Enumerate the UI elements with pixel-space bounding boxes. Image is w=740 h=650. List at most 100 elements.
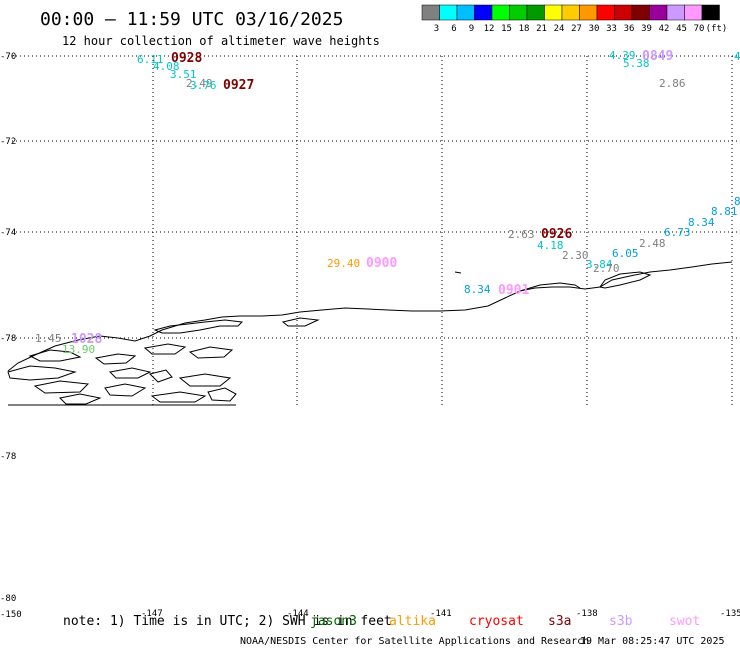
swh-label: 2.48	[639, 237, 666, 250]
ice-shelf-edge	[599, 271, 652, 289]
lon-label: -150	[0, 610, 22, 620]
ice-shelf-edge	[519, 282, 581, 292]
pass-time-labels: 0928 0927 0849 0926 0900 0901 1028	[71, 49, 673, 347]
wave-height-legend: 3 6 9 12 15 18 21 24 27 30 33 36 39 42 45 70 (ft)	[421, 4, 728, 34]
swh-label: 2.70	[593, 262, 620, 275]
legend-tick-label: 45	[676, 24, 687, 34]
legend-swatch	[456, 4, 475, 21]
lon-label: -138	[576, 609, 598, 619]
swh-label: 4.18	[537, 239, 564, 252]
footer-note: note: 1) Time is in UTC; 2) SWH is in fe…	[63, 614, 392, 629]
wave-height-labels: 6.11 4.08 3.51 2.49 3.76 4.39 5.38 4 2.8…	[35, 49, 740, 356]
island	[178, 373, 232, 387]
legend-tick-label: 33	[606, 24, 617, 34]
island	[33, 380, 90, 394]
legend-tick-label: 39	[641, 24, 652, 34]
legend-tick-label: 21	[536, 24, 547, 34]
map-subtitle: 12 hour collection of altimeter wave hei…	[62, 34, 380, 48]
satellite-jason3: jason3	[310, 614, 357, 629]
legend-tick-label: 3	[434, 24, 439, 34]
legend-swatch	[701, 4, 720, 21]
legend-swatch	[474, 4, 493, 21]
island	[143, 343, 187, 355]
swh-label: 6.05	[612, 247, 639, 260]
swh-label: 6.73	[664, 226, 691, 239]
legend-swatch	[631, 4, 650, 21]
swh-label: 2.63	[508, 228, 535, 241]
swh-label: 4	[734, 50, 740, 63]
legend-swatch	[684, 4, 703, 21]
swh-label: 2.30	[562, 249, 589, 262]
footer-timestamp: 19 Mar 08:25:47 UTC 2025	[580, 636, 725, 647]
legend-swatch	[649, 4, 668, 21]
swh-label: 4.39	[609, 49, 636, 62]
island	[108, 367, 152, 379]
legend-swatch	[491, 4, 510, 21]
swh-label: 2.86	[659, 77, 686, 90]
satellite-swot: swot	[669, 614, 700, 629]
swh-label: 8	[734, 195, 740, 208]
legend-swatch	[526, 4, 545, 21]
island	[7, 365, 77, 381]
legend-swatch	[596, 4, 615, 21]
island	[28, 349, 82, 362]
legend-swatch	[544, 4, 563, 21]
satellite-altika: altika	[389, 614, 436, 629]
legend-swatch	[666, 4, 685, 21]
legend-swatch	[439, 4, 458, 21]
lat-label: -72	[0, 137, 16, 147]
swh-label: 8.34	[688, 216, 715, 229]
pass-time-label: 1028	[71, 332, 102, 347]
legend-tick-label: 30	[589, 24, 600, 34]
legend-tick-label: 9	[469, 24, 474, 34]
legend-tick-label: 18	[519, 24, 530, 34]
swh-label: 29.40	[327, 257, 360, 270]
legend-tick-label: 36	[624, 24, 635, 34]
island	[149, 369, 173, 383]
legend-swatch	[509, 4, 528, 21]
lat-label: -74	[0, 228, 16, 238]
pass-time-label: 0901	[498, 283, 529, 298]
island	[104, 383, 147, 397]
coastline-main	[7, 261, 733, 372]
legend-tick-label: 27	[571, 24, 582, 34]
swh-label: 13.90	[62, 343, 95, 356]
pass-time-label: 0927	[223, 78, 254, 93]
swh-label: 8.81	[711, 205, 738, 218]
swh-label: 6.11	[137, 53, 164, 66]
lon-label: -147	[141, 609, 163, 619]
swh-label: 3.51	[170, 68, 197, 81]
island	[454, 271, 462, 274]
ice-shelf-edge	[153, 319, 244, 334]
satellite-s3b: s3b	[609, 614, 633, 629]
coastline	[7, 261, 733, 406]
legend-swatch	[614, 4, 633, 21]
swh-label: 5.38	[623, 57, 650, 70]
swh-label: 1.45	[35, 332, 62, 345]
swh-label: 3.84	[586, 258, 613, 271]
satellite-cryosat: cryosat	[469, 614, 524, 629]
legend-tick-label: 12	[484, 24, 495, 34]
legend-tick-label: 70	[694, 24, 705, 34]
lat-label: -70	[0, 52, 16, 62]
pass-time-label: 0849	[642, 49, 673, 64]
lon-label: -141	[430, 609, 452, 619]
island	[150, 391, 207, 403]
swh-label: 4.08	[153, 60, 180, 73]
legend-tick-label: (ft)	[706, 24, 728, 34]
legend-tick-label: 42	[659, 24, 670, 34]
legend-tick-label: 24	[554, 24, 565, 34]
swh-label: 2.49	[186, 77, 213, 90]
island	[207, 387, 237, 402]
satellite-s3a: s3a	[548, 614, 571, 629]
lon-label: -144	[287, 609, 309, 619]
lat-label: -78	[0, 334, 16, 344]
legend-swatch	[561, 4, 580, 21]
map-title: 00:00 – 11:59 UTC 03/16/2025	[40, 9, 343, 30]
pass-time-label: 0926	[541, 227, 572, 242]
island	[94, 353, 137, 365]
swh-label: 3.76	[190, 79, 217, 92]
legend-swatch	[421, 4, 440, 21]
pass-time-label: 0900	[366, 256, 397, 271]
